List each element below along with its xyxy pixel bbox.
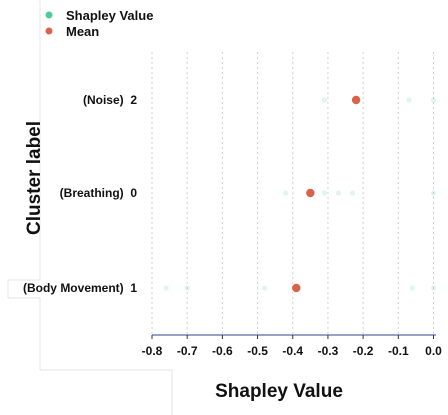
mean-point-breathing-0-1 (306, 188, 315, 198)
shapley-point-body-movement-1-9 (184, 285, 190, 291)
x-tick-label-4: -0.4 (282, 344, 303, 358)
x-tick-label-3: -0.5 (247, 344, 268, 358)
shapley-point-noise-2-0 (321, 97, 328, 103)
data-points (163, 95, 437, 293)
legend-marker-mean (45, 27, 53, 35)
x-tick-label-5: -0.3 (318, 344, 339, 358)
x-tick-label-8: 0.0 (425, 344, 442, 358)
shapley-point-body-movement-1-11 (409, 285, 415, 291)
shapley-point-breathing-0-3 (283, 190, 289, 196)
y-label-noise-2: (Noise) 2 (83, 93, 137, 107)
y-category-labels: (Noise) 2 (Breathing) 0 (Body Movement) 1 (23, 93, 137, 295)
mean-point-noise-2-0 (351, 95, 361, 105)
shapley-point-noise-2-1 (406, 97, 412, 103)
shapley-point-breathing-0-7 (430, 190, 437, 196)
x-axis-title: Shapley Value (215, 381, 343, 402)
legend-marker-shapley (45, 11, 53, 19)
x-tick-label-7: -0.1 (388, 344, 409, 358)
y-axis-title: Cluster label (24, 121, 45, 235)
shapley-point-breathing-0-5 (335, 190, 342, 196)
vertical-grid (151, 52, 434, 335)
legend-label-mean: Mean (66, 24, 99, 39)
x-tick-label-0: -0.8 (142, 344, 163, 358)
shapley-point-body-movement-1-8 (163, 285, 169, 291)
shapley-point-body-movement-1-12 (430, 285, 437, 291)
x-ticks (151, 335, 434, 339)
legend-label-shapley: Shapley Value (66, 8, 153, 23)
shapley-point-breathing-0-6 (349, 190, 356, 196)
x-tick-label-1: -0.7 (177, 344, 198, 358)
shapley-point-noise-2-2 (430, 97, 437, 103)
mean-point-body-movement-1-2 (292, 283, 301, 293)
legend: Shapley Value Mean (45, 8, 153, 39)
x-tick-labels: -0.8 -0.7 -0.6 -0.5 -0.4 -0.3 -0.2 -0.1 0.0 (142, 344, 443, 358)
x-tick-label-6: -0.2 (353, 344, 374, 358)
panel-borders (7, 0, 173, 415)
upper-panel-border (7, 0, 173, 415)
x-tick-label-2: -0.6 (212, 344, 233, 358)
shapley-point-body-movement-1-10 (262, 285, 268, 291)
y-label-body-movement-1: (Body Movement) 1 (23, 281, 137, 295)
shapley-point-breathing-0-4 (321, 190, 328, 196)
y-label-breathing-0: (Breathing) 0 (60, 186, 138, 200)
